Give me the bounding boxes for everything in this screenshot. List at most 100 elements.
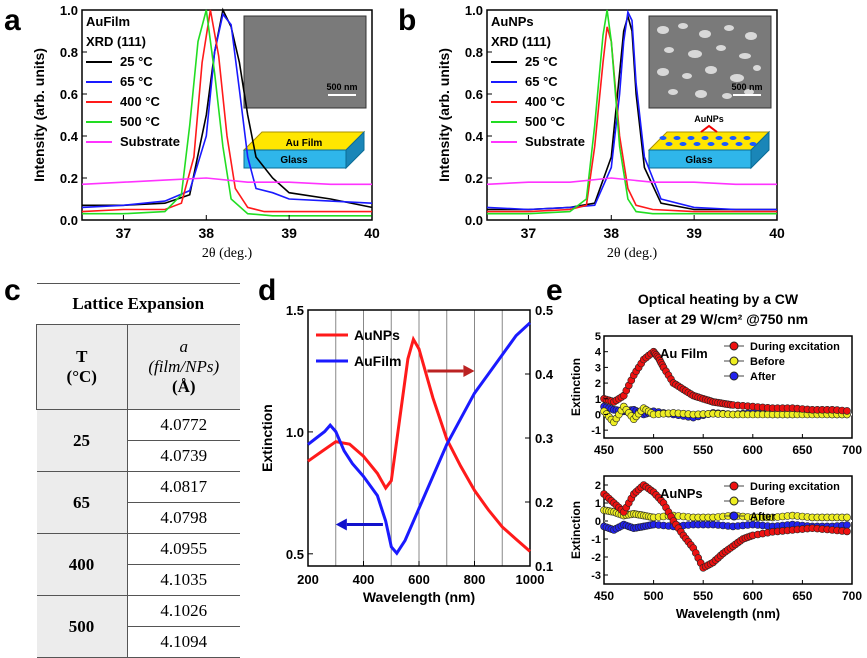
legend-swatch [729, 496, 739, 506]
y-tick-label: 1.5 [286, 303, 304, 318]
temperature-header: T (°C) [36, 324, 128, 410]
x-tick-label: 40 [769, 225, 785, 241]
nps-value-cell: 4.1094 [126, 626, 240, 658]
nanoparticle-blob [739, 53, 751, 59]
y-tick-label: 2 [595, 480, 601, 492]
film-value-cell: 4.0955 [126, 533, 240, 565]
x-axis-label: 2θ (deg.) [607, 246, 658, 261]
temperature-label: T [76, 347, 88, 366]
panel-sample-label: Au Film [660, 346, 708, 361]
x-tick-label: 39 [686, 225, 702, 241]
xrd-panel-b: 500 nm AuNPs Glass 37 38 39 40 0.0 0.2 0.4 0.6 0.8 1… [436, 3, 785, 261]
legend-title: XRD (111) [86, 34, 146, 49]
nanoparticle-blob [682, 73, 692, 79]
nps-value-cell: 4.0739 [126, 440, 240, 472]
x-tick-label: 650 [792, 443, 812, 457]
y-right-tick-label: 0.3 [535, 431, 553, 446]
scale-bar [328, 94, 356, 96]
nanoparticle-blob [744, 89, 754, 95]
y-right-tick-label: 0.1 [535, 559, 553, 574]
nanoparticle-dot [729, 136, 737, 140]
plot-frame [81, 9, 373, 221]
extinction-panel-d: 200 400 600 800 1000 0.5 1.0 1.5 0.1 0.2 0.3 0.4 0.5… [259, 303, 554, 605]
nanoparticle-dot [735, 142, 743, 146]
nanoparticle-dot [679, 142, 687, 146]
y-tick-label: -1 [591, 534, 601, 546]
y-tick-label: -3 [591, 570, 601, 582]
series-line [307, 321, 532, 556]
nanoparticle-blob [716, 45, 726, 51]
lattice-constant-header: a (film/NPs) (Å) [126, 324, 240, 410]
data-point [843, 407, 851, 415]
series-line [486, 177, 777, 186]
nanoparticle-blob [688, 50, 702, 58]
y-tick-label: -1 [591, 425, 601, 437]
x-tick-label: 37 [116, 225, 132, 241]
y-tick-label: 1 [595, 394, 601, 406]
nanoparticle-blob [705, 66, 717, 74]
legend-label: 65 °C [120, 74, 153, 89]
nanoparticle-dot [707, 142, 715, 146]
scale-bar-label: 500 nm [326, 82, 357, 92]
y-axis-label: Extinction [569, 501, 583, 559]
y-tick-label: 0.0 [60, 213, 78, 228]
legend-label: 25 °C [525, 54, 558, 69]
nanoparticle-dot [701, 136, 709, 140]
nanoparticle-dot [749, 142, 757, 146]
legend-label: 25 °C [120, 54, 153, 69]
schematic-label: AuNPs [694, 114, 724, 124]
panel-label-b: b [398, 4, 416, 37]
sem-inset-image [243, 15, 367, 109]
glass-side [345, 130, 365, 170]
series-line [82, 9, 372, 217]
x-tick-label: 400 [353, 572, 375, 587]
table-row: 500 4.1026 [36, 595, 240, 658]
y-axis-label: Intensity (arb. units) [436, 48, 452, 182]
legend-swatch [729, 481, 739, 491]
y-tick-label: 3 [595, 362, 601, 374]
x-tick-label: 40 [364, 225, 380, 241]
nanoparticle-dot [743, 136, 751, 140]
legend-title: AuNPs [491, 14, 534, 29]
nanoparticle-dot [687, 136, 695, 140]
y-axis-label: Intensity (arb. units) [31, 48, 47, 182]
x-tick-label: 38 [198, 225, 214, 241]
legend-label: Before [750, 496, 785, 508]
nanoparticle-blob [722, 93, 732, 99]
legend-label: Substrate [120, 134, 180, 149]
y-tick-label: 1.0 [60, 3, 78, 18]
film-value-cell: 4.0817 [126, 471, 240, 503]
y-tick-label: 0.2 [60, 171, 78, 186]
nanoparticle-dot [673, 136, 681, 140]
lattice-constant-desc: (film/NPs) [148, 357, 220, 376]
series-line [81, 177, 372, 186]
lattice-constant-label: a [179, 337, 189, 356]
y-right-tick-label: 0.2 [535, 495, 553, 510]
table-row: 4.1035 [37, 564, 240, 596]
schematic-label: Glass [280, 155, 308, 166]
legend-swatch [729, 356, 739, 366]
x-tick-label: 550 [693, 443, 713, 457]
nanoparticle-blob [678, 23, 688, 29]
y-tick-label: 1.0 [465, 3, 483, 18]
nanoparticle-blob [753, 65, 761, 71]
nanoparticle-blob [699, 30, 711, 38]
nanoparticle-dot [693, 142, 701, 146]
legend-label: After [750, 371, 776, 383]
y-tick-label: 0 [595, 516, 601, 528]
series-line [487, 9, 777, 215]
y-tick-label: 2 [595, 378, 601, 390]
temperature-unit: (°C) [66, 367, 97, 386]
x-axis-label: Wavelength (nm) [676, 606, 780, 621]
temperature-cell: 65 [36, 471, 128, 534]
x-axis-label: Wavelength (nm) [363, 589, 475, 605]
y-tick-label: 0.4 [465, 129, 484, 144]
y-tick-label: 0.4 [60, 129, 79, 144]
y-tick-label: 1 [595, 498, 601, 510]
x-tick-label: 200 [297, 572, 319, 587]
table-row: 25 4.0772 [36, 409, 240, 472]
table-row: 400 4.0955 [36, 533, 240, 596]
nanoparticle-blob [664, 47, 674, 53]
x-tick-label: 1000 [516, 572, 545, 587]
